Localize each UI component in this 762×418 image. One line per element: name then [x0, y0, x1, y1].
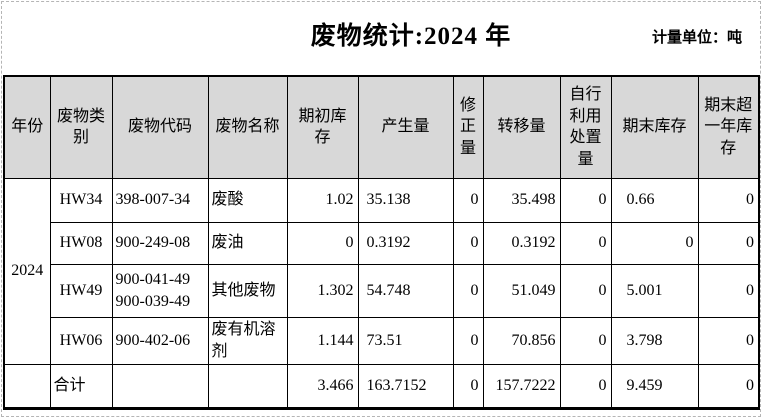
cell-name[interactable]: 废有机溶剂: [207, 316, 288, 365]
cell-code[interactable]: 900-249-08: [111, 221, 209, 265]
cell-year-empty[interactable]: [3, 363, 51, 409]
page-title: 废物统计:2024 年: [310, 23, 512, 50]
cell-generated[interactable]: 35.138: [357, 177, 454, 223]
cell-transferred[interactable]: 70.856: [482, 316, 561, 365]
cell-name[interactable]: 废油: [207, 221, 288, 265]
header-waste-code[interactable]: 废物代码: [111, 75, 209, 179]
cell-self-disposed[interactable]: 0: [559, 316, 612, 365]
unit-label: 计量单位：吨: [651, 30, 742, 46]
cell-corrected[interactable]: 0: [452, 263, 484, 318]
header-waste-category[interactable]: 废物类别: [49, 75, 113, 179]
cell-over-one-year[interactable]: 0: [697, 177, 760, 223]
cell-name-empty[interactable]: [207, 363, 288, 409]
total-transferred[interactable]: 157.7222: [482, 363, 561, 409]
total-self-disposed[interactable]: 0: [559, 363, 612, 409]
table-row: HW49 900-041-49 900-039-49 其他废物 1.302 54…: [4, 263, 760, 318]
total-over-one-year[interactable]: 0: [697, 363, 760, 409]
cell-closing[interactable]: 0: [610, 221, 699, 265]
cell-opening[interactable]: 0: [286, 221, 359, 265]
cell-opening[interactable]: 1.302: [286, 263, 359, 318]
cell-closing[interactable]: 5.001: [610, 263, 699, 318]
cell-category[interactable]: HW49: [49, 263, 113, 318]
cell-code[interactable]: 900-041-49 900-039-49: [111, 263, 209, 318]
cell-over-one-year[interactable]: 0: [697, 316, 760, 365]
total-row: 合计 3.466 163.7152 0 157.7222 0 9.459 0: [3, 363, 760, 409]
cell-opening[interactable]: 1.02: [286, 177, 359, 223]
cell-generated[interactable]: 73.51: [357, 316, 454, 365]
total-opening[interactable]: 3.466: [286, 363, 359, 409]
cell-name[interactable]: 其他废物: [207, 263, 288, 318]
cell-closing[interactable]: 0.66: [610, 177, 699, 223]
cell-transferred[interactable]: 35.498: [482, 177, 561, 223]
waste-statistics-table: 年份 废物类别 废物代码 废物名称 期初库存 产生量 修正量 转移量 自行利用处…: [3, 75, 760, 410]
cell-closing[interactable]: 3.798: [610, 316, 699, 365]
header-transferred[interactable]: 转移量: [482, 75, 561, 179]
cell-transferred[interactable]: 51.049: [482, 263, 561, 318]
total-generated[interactable]: 163.7152: [357, 363, 454, 409]
total-corrected[interactable]: 0: [452, 363, 484, 409]
cell-code[interactable]: 900-402-06: [111, 316, 209, 365]
cell-self-disposed[interactable]: 0: [559, 177, 612, 223]
header-self-disposed[interactable]: 自行利用处置量: [559, 75, 612, 179]
cell-corrected[interactable]: 0: [452, 316, 484, 365]
cell-corrected[interactable]: 0: [452, 221, 484, 265]
cell-generated[interactable]: 54.748: [357, 263, 454, 318]
total-closing[interactable]: 9.459: [610, 363, 699, 409]
cell-generated[interactable]: 0.3192: [357, 221, 454, 265]
cell-name[interactable]: 废酸: [207, 177, 288, 223]
table-row: 2024 HW34 398-007-34 废酸 1.02 35.138 0 35…: [3, 177, 760, 365]
cell-category[interactable]: HW34: [49, 177, 113, 223]
cell-category[interactable]: HW08: [49, 221, 113, 265]
header-waste-name[interactable]: 废物名称: [207, 75, 288, 179]
header-opening-stock[interactable]: 期初库存: [286, 75, 359, 179]
total-label[interactable]: 合计: [49, 363, 113, 409]
cell-year-merged[interactable]: 2024: [3, 177, 51, 365]
cell-over-one-year[interactable]: 0: [697, 263, 760, 318]
header-year[interactable]: 年份: [3, 75, 51, 179]
cell-corrected[interactable]: 0: [452, 177, 484, 223]
table-row: HW06 900-402-06 废有机溶剂 1.144 73.51 0 70.8…: [4, 316, 760, 365]
cell-self-disposed[interactable]: 0: [559, 221, 612, 265]
cell-category[interactable]: HW06: [49, 316, 113, 365]
cell-over-one-year[interactable]: 0: [697, 221, 760, 265]
cell-code[interactable]: 398-007-34: [111, 177, 209, 223]
header-over-one-year-stock[interactable]: 期末超一年库存: [697, 75, 760, 179]
header-closing-stock[interactable]: 期末库存: [610, 75, 699, 179]
header-generated[interactable]: 产生量: [357, 75, 454, 179]
table-row: HW08 900-249-08 废油 0 0.3192 0 0.3192 0 0…: [4, 221, 760, 265]
header-corrected[interactable]: 修正量: [452, 75, 484, 179]
cell-code-empty[interactable]: [111, 363, 209, 409]
cell-opening[interactable]: 1.144: [286, 316, 359, 365]
cell-self-disposed[interactable]: 0: [559, 263, 612, 318]
table-header-row: 年份 废物类别 废物代码 废物名称 期初库存 产生量 修正量 转移量 自行利用处…: [3, 75, 760, 179]
cell-transferred[interactable]: 0.3192: [482, 221, 561, 265]
